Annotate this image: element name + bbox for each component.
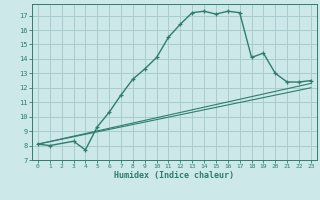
X-axis label: Humidex (Indice chaleur): Humidex (Indice chaleur) bbox=[115, 171, 234, 180]
